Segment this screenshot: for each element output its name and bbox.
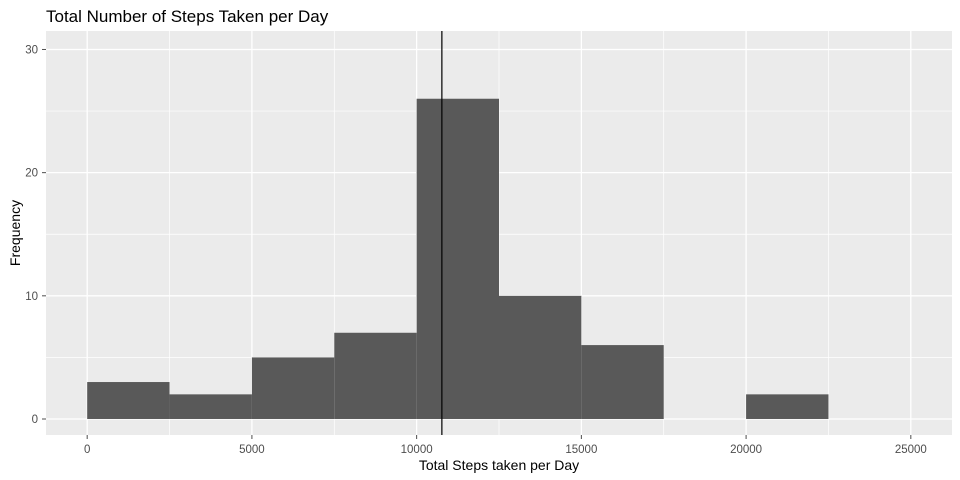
y-tick-label: 0: [32, 414, 38, 426]
histogram-bar: [581, 345, 664, 419]
x-axis-title: Total Steps taken per Day: [419, 457, 579, 473]
histogram-bar: [746, 394, 829, 419]
histogram-bar: [499, 295, 582, 419]
y-tick-label: 10: [25, 291, 38, 303]
histogram-bar: [251, 357, 335, 419]
x-axis-ticks: 0 5000 10000 15000 20000 25000: [84, 444, 927, 456]
x-tick-label: 25000: [895, 444, 927, 456]
y-axis-ticks: 0 10 20 30: [25, 44, 38, 426]
axes: [42, 48, 912, 439]
x-tick-label: 15000: [565, 444, 597, 456]
x-tick-label: 5000: [239, 444, 265, 456]
x-tick-label: 20000: [730, 444, 762, 456]
y-axis-title: Frequency: [7, 200, 23, 266]
y-tick-label: 30: [25, 44, 38, 56]
histogram-bar: [169, 394, 252, 419]
histogram-bar: [416, 98, 499, 419]
histogram-bar: [334, 332, 417, 419]
histogram-bar: [87, 382, 170, 419]
x-tick-label: 10000: [401, 444, 433, 456]
x-tick-label: 0: [84, 444, 90, 456]
chart-title: Total Number of Steps Taken per Day: [46, 7, 329, 26]
y-tick-label: 20: [25, 168, 38, 180]
bars: [87, 98, 829, 419]
